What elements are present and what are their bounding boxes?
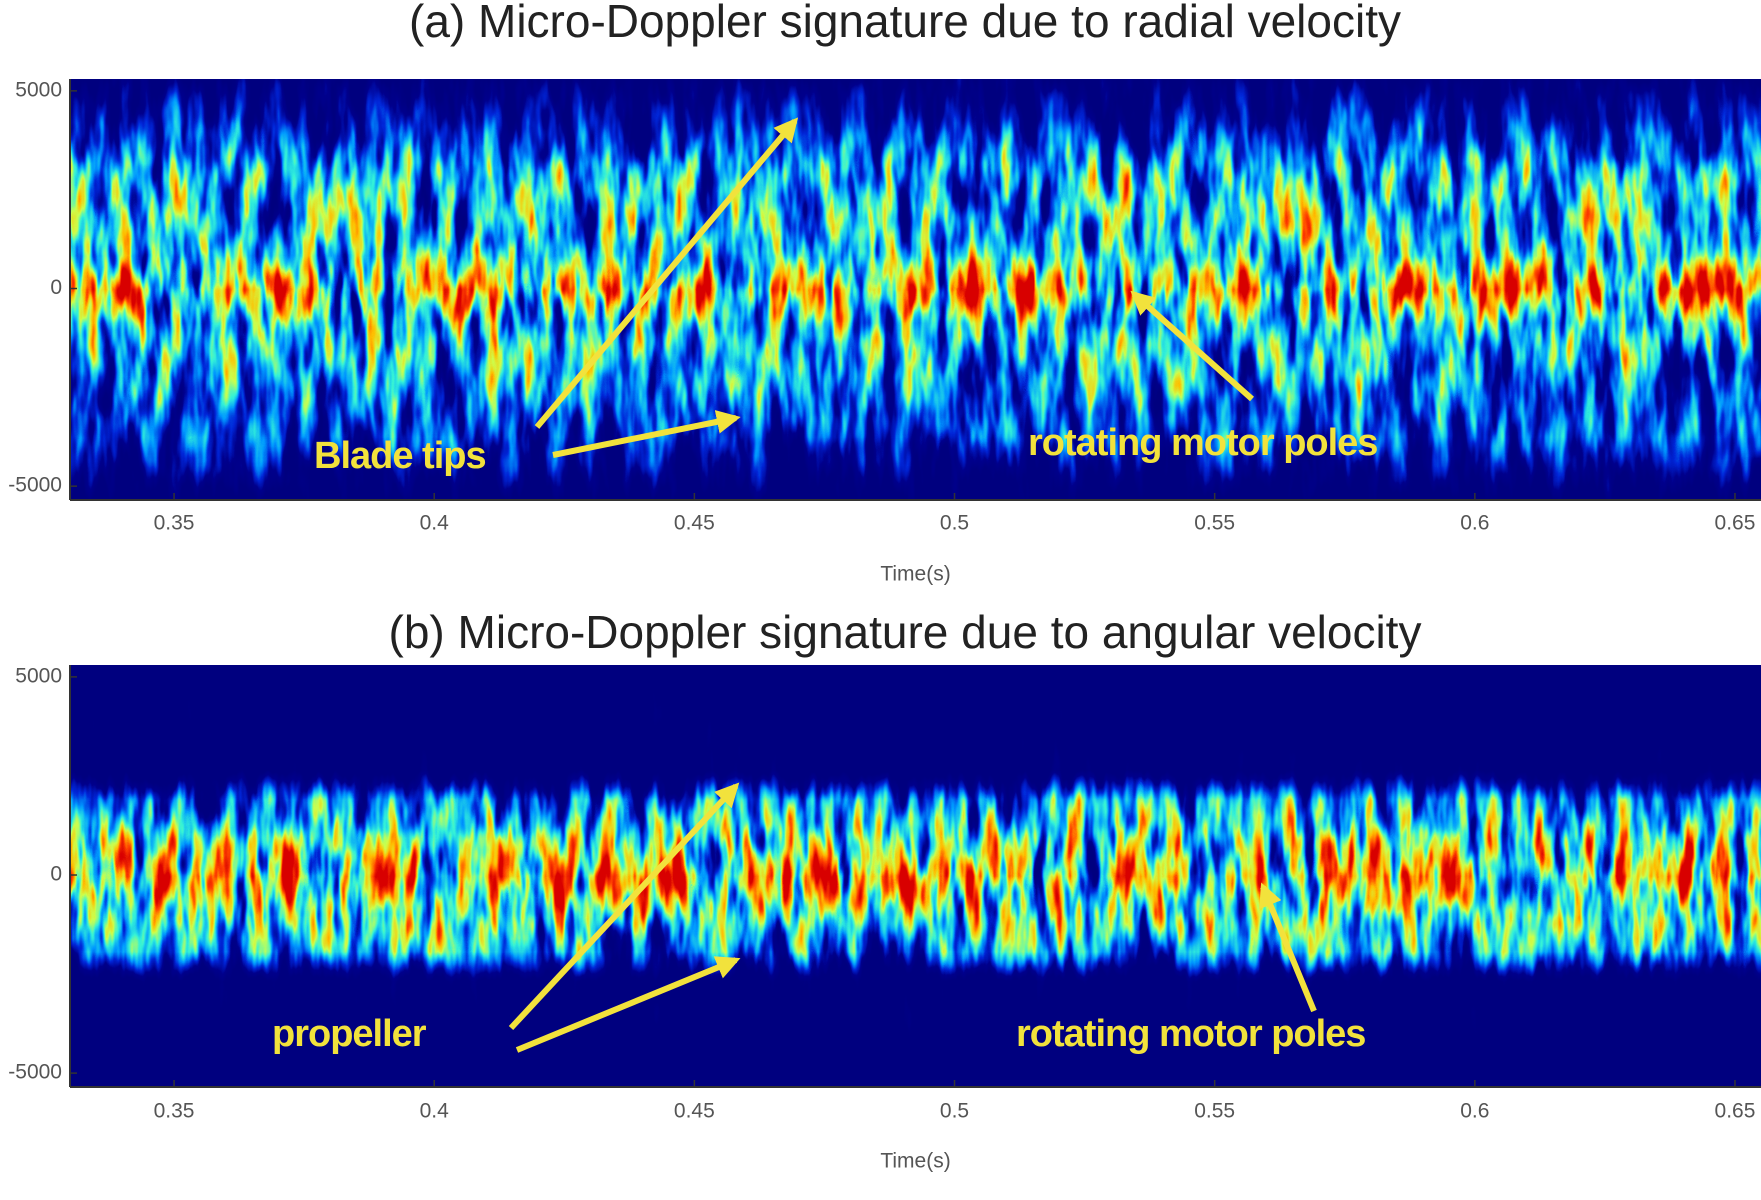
y-tick-label: -5000 xyxy=(8,474,62,497)
x-tick-label: 0.6 xyxy=(1460,512,1489,535)
y-tick-label: 0 xyxy=(50,863,62,886)
y-tick-label: -5000 xyxy=(8,1061,62,1084)
x-tick-label: 0.65 xyxy=(1715,512,1756,535)
annotation: propeller xyxy=(272,1013,427,1055)
annotation: Blade tips xyxy=(314,435,486,477)
x-tick-label: 0.35 xyxy=(154,512,195,535)
y-tick-label: 5000 xyxy=(15,664,62,687)
chart-title: (a) Micro-Doppler signature due to radia… xyxy=(409,0,1401,47)
y-tick-label: 0 xyxy=(50,276,62,299)
spectrogram-image xyxy=(70,79,1761,500)
annotation: rotating motor poles xyxy=(1016,1013,1365,1055)
annotation-arrow xyxy=(552,410,741,458)
x-tick-label: 0.4 xyxy=(420,1100,450,1123)
chart-title: (b) Micro-Doppler signature due to angul… xyxy=(389,606,1422,658)
x-tick-label: 0.55 xyxy=(1194,512,1235,535)
x-tick-label: 0.4 xyxy=(420,512,450,535)
annotation: rotating motor poles xyxy=(1028,422,1377,464)
x-tick-label: 0.65 xyxy=(1715,1100,1756,1123)
x-tick-label: 0.45 xyxy=(674,1100,715,1123)
x-axis-label: Time(s) xyxy=(880,563,950,586)
x-tick-label: 0.6 xyxy=(1460,1100,1489,1123)
annotation-arrow xyxy=(508,782,740,1031)
x-axis-label: Time(s) xyxy=(880,1150,950,1173)
annotation-arrow xyxy=(534,117,799,429)
annotation-arrow xyxy=(1259,882,1317,1013)
spectrogram-image xyxy=(70,665,1761,1087)
x-tick-label: 0.5 xyxy=(940,512,969,535)
x-tick-label: 0.55 xyxy=(1194,1100,1235,1123)
x-tick-label: 0.45 xyxy=(674,512,715,535)
annotation-arrow xyxy=(515,956,741,1053)
x-tick-label: 0.5 xyxy=(940,1100,969,1123)
annotation-arrow xyxy=(1130,290,1254,402)
y-tick-label: 5000 xyxy=(15,78,62,101)
x-tick-label: 0.35 xyxy=(154,1100,195,1123)
